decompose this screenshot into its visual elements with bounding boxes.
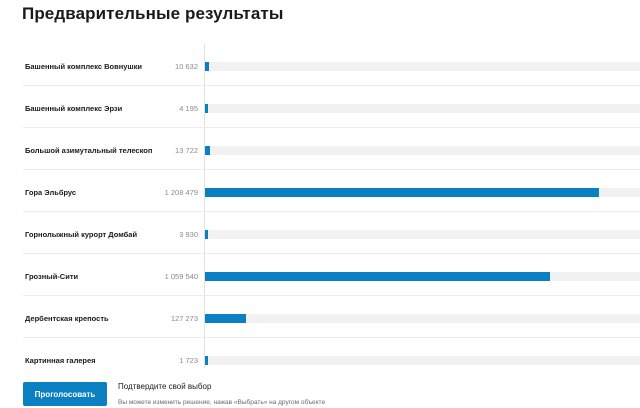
- result-bar-fill: [205, 314, 246, 323]
- results-list: Башенный комплекс Вовнушки 10 632 Башенный…: [23, 44, 640, 368]
- result-bar-fill: [205, 188, 599, 197]
- result-bar-track: [205, 356, 640, 365]
- result-bar-fill: [205, 230, 208, 239]
- page-title: Предварительные результаты: [22, 4, 284, 23]
- result-bar-track: [205, 62, 640, 71]
- column-divider: [204, 44, 205, 368]
- vote-button[interactable]: Проголосовать: [23, 382, 107, 406]
- result-name: Башенный комплекс Вовнушки: [25, 62, 143, 71]
- confirm-title: Подтвердите свой выбор: [118, 382, 212, 391]
- result-count: 3 930: [179, 230, 198, 239]
- vote-footer: Проголосовать Подтвердите свой выбор Вы …: [0, 368, 640, 408]
- row-divider: [23, 127, 640, 128]
- result-name: Грозный-Сити: [25, 272, 79, 281]
- result-row: Дербентская крепость 127 273: [23, 296, 640, 338]
- row-divider: [23, 253, 640, 254]
- row-divider: [23, 169, 640, 170]
- result-row: Грозный-Сити 1 059 540: [23, 254, 640, 296]
- result-bar-fill: [205, 146, 210, 155]
- result-row: Гора Эльбрус 1 208 479: [23, 170, 640, 212]
- result-count: 127 273: [170, 314, 198, 323]
- result-name: Большой азимутальный телескоп: [25, 146, 153, 155]
- row-divider: [23, 211, 640, 212]
- result-bar-fill: [205, 104, 208, 113]
- row-divider: [23, 85, 640, 86]
- result-name: Дербентская крепость: [25, 314, 109, 323]
- result-bar-fill: [205, 272, 550, 281]
- confirm-hint: Вы можете изменить решение, нажав «Выбра…: [118, 399, 326, 406]
- result-bar-track: [205, 146, 640, 155]
- result-count: 10 632: [175, 62, 198, 71]
- result-bar-fill: [205, 62, 209, 71]
- row-divider: [23, 295, 640, 296]
- result-name: Башенный комплекс Эрзи: [25, 104, 123, 113]
- result-bar-track: [205, 104, 640, 113]
- result-count: 4 195: [179, 104, 198, 113]
- result-count: 1 723: [179, 356, 198, 365]
- result-row: Башенный комплекс Эрзи 4 195: [23, 86, 640, 128]
- row-divider: [23, 337, 640, 338]
- result-row: Башенный комплекс Вовнушки 10 632: [23, 44, 640, 86]
- result-bar-fill: [205, 356, 208, 365]
- result-count: 1 208 479: [164, 188, 198, 197]
- result-name: Картинная галерея: [25, 356, 96, 365]
- result-bar-track: [205, 314, 640, 323]
- result-row: Горнолыжный курорт Домбай 3 930: [23, 212, 640, 254]
- result-name: Горнолыжный курорт Домбай: [25, 230, 138, 239]
- result-bar-track: [205, 230, 640, 239]
- result-bar-track: [205, 272, 640, 281]
- result-count: 1 059 540: [164, 272, 198, 281]
- result-bar-track: [205, 188, 640, 197]
- result-row: Большой азимутальный телескоп 13 722: [23, 128, 640, 170]
- result-count: 13 722: [175, 146, 198, 155]
- result-row: Картинная галерея 1 723: [23, 338, 640, 368]
- result-name: Гора Эльбрус: [25, 188, 77, 197]
